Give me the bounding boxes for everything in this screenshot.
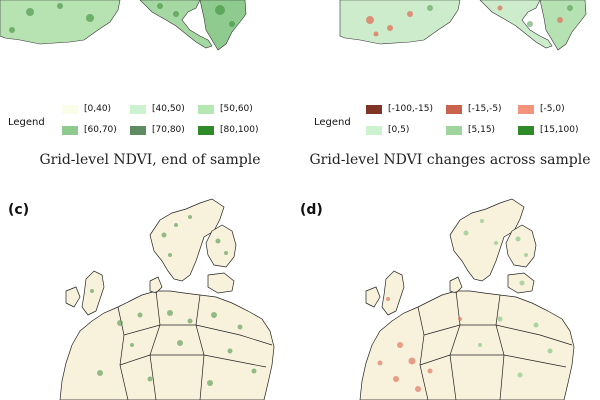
legend-item: [40,50) xyxy=(130,104,185,114)
gain-patches xyxy=(427,5,573,27)
scandinavia-landmass xyxy=(449,198,525,282)
balkans-landmass xyxy=(539,0,587,51)
legend-swatch xyxy=(518,125,534,135)
forest-patches xyxy=(9,3,235,33)
italy-landmass xyxy=(479,0,553,49)
border-line xyxy=(419,354,567,368)
legend-title: Legend xyxy=(314,117,351,128)
denmark-landmass xyxy=(449,276,463,294)
legend-item: [15,100) xyxy=(518,125,579,135)
map-top-right xyxy=(339,0,587,51)
italy-landmass xyxy=(139,0,213,49)
legend-swatch xyxy=(446,125,462,135)
panel-label-d: (d) xyxy=(300,202,323,218)
uk-landmass xyxy=(381,270,405,316)
legend-item: [5,15) xyxy=(446,125,495,135)
legend-item: [-5,0) xyxy=(518,104,565,114)
legend-swatch xyxy=(446,104,462,114)
gain-patches xyxy=(463,219,553,378)
legend-top-right: Legend [-100,-15) [-15,-5) [-5,0) [0,5) … xyxy=(300,95,600,145)
denmark-landmass xyxy=(149,276,163,294)
decline-patches xyxy=(377,297,462,392)
legend-top-left: Legend [0,40) [40,50) [50,60) [60,70) [7… xyxy=(0,95,300,145)
legend-title: Legend xyxy=(8,117,45,128)
ireland-landmass xyxy=(365,286,381,308)
border-line xyxy=(417,306,429,400)
border-line xyxy=(449,290,461,400)
legend-swatch xyxy=(198,125,214,135)
finland-landmass xyxy=(205,224,237,268)
legend-swatch xyxy=(62,104,78,114)
decline-patches xyxy=(366,5,563,37)
map-bottom-left xyxy=(59,198,275,400)
iberia-landmass xyxy=(339,0,461,45)
border-line xyxy=(119,354,267,368)
legend-item: [-100,-15) xyxy=(366,104,433,114)
uk-landmass xyxy=(81,270,105,316)
legend-item: [60,70) xyxy=(62,125,117,135)
legend-swatch xyxy=(518,104,534,114)
border-line xyxy=(495,294,505,400)
scandinavia-landmass xyxy=(149,198,225,282)
legend-swatch xyxy=(366,104,382,114)
legend-swatch xyxy=(130,125,146,135)
map-top-left xyxy=(0,0,247,51)
legend-swatch xyxy=(198,104,214,114)
ireland-landmass xyxy=(65,286,81,308)
vegetation-patches xyxy=(90,215,257,386)
legend-item: [80,100) xyxy=(198,125,259,135)
legend-item: [0,5) xyxy=(366,125,409,135)
legend-item: [50,60) xyxy=(198,104,253,114)
caption-top-left: Grid-level NDVI, end of sample xyxy=(39,152,261,168)
border-line xyxy=(123,324,273,346)
legend-swatch xyxy=(130,104,146,114)
balkans-landmass xyxy=(199,0,247,51)
border-line xyxy=(195,294,205,400)
legend-swatch xyxy=(366,125,382,135)
baltic-landmass xyxy=(207,272,235,294)
border-line xyxy=(423,324,573,346)
caption-top-right: Grid-level NDVI changes across sample xyxy=(309,152,591,168)
continental-europe xyxy=(59,290,275,400)
legend-item: [-15,-5) xyxy=(446,104,502,114)
finland-landmass xyxy=(505,224,537,268)
map-bottom-right xyxy=(359,198,575,400)
panel-label-c: (c) xyxy=(8,202,30,218)
legend-item: [0,40) xyxy=(62,104,111,114)
legend-item: [70,80) xyxy=(130,125,185,135)
legend-swatch xyxy=(62,125,78,135)
border-line xyxy=(149,290,161,400)
